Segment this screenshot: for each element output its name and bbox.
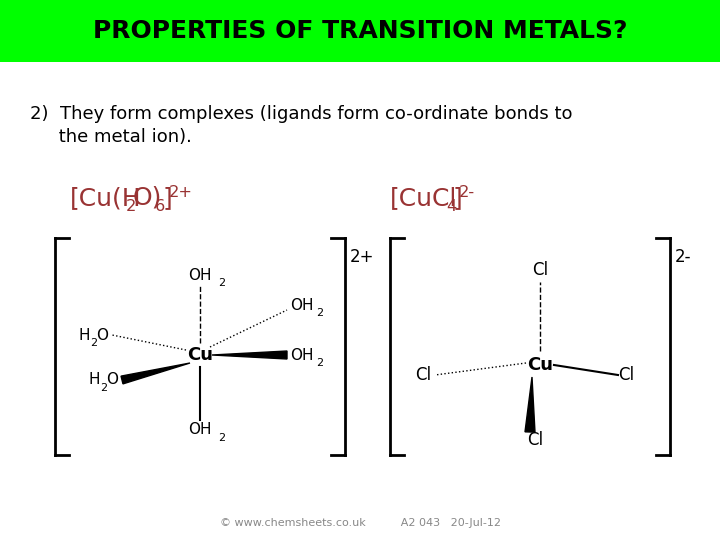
Text: the metal ion).: the metal ion). xyxy=(30,128,192,146)
Text: 2: 2 xyxy=(316,358,323,368)
Text: O: O xyxy=(96,327,108,342)
Text: © www.chemsheets.co.uk          A2 043   20-Jul-12: © www.chemsheets.co.uk A2 043 20-Jul-12 xyxy=(220,518,500,528)
Text: 2: 2 xyxy=(100,383,107,393)
Text: [CuCl: [CuCl xyxy=(390,186,457,210)
Text: 2-: 2- xyxy=(459,185,475,200)
Text: 2)  They form complexes (ligands form co-ordinate bonds to: 2) They form complexes (ligands form co-… xyxy=(30,105,572,123)
Text: 2: 2 xyxy=(126,199,136,214)
Text: [Cu(H: [Cu(H xyxy=(70,186,142,210)
Text: ]: ] xyxy=(453,186,463,210)
Text: 4: 4 xyxy=(446,199,456,214)
Text: 2+: 2+ xyxy=(350,248,374,266)
Text: 2: 2 xyxy=(90,338,97,348)
Text: O: O xyxy=(106,373,118,388)
Text: 2+: 2+ xyxy=(168,185,193,200)
Text: 2: 2 xyxy=(316,308,323,318)
Text: Cl: Cl xyxy=(527,431,543,449)
Text: 6: 6 xyxy=(156,199,166,214)
Text: OH: OH xyxy=(290,348,313,362)
Text: 2: 2 xyxy=(218,278,225,288)
Text: OH: OH xyxy=(188,422,212,437)
Text: H: H xyxy=(78,327,90,342)
Text: Cl: Cl xyxy=(532,261,548,279)
Polygon shape xyxy=(212,351,287,359)
Text: OH: OH xyxy=(188,267,212,282)
Text: PROPERTIES OF TRANSITION METALS?: PROPERTIES OF TRANSITION METALS? xyxy=(93,19,627,43)
Polygon shape xyxy=(121,363,190,384)
Text: OH: OH xyxy=(290,298,313,313)
Text: Cl: Cl xyxy=(415,366,431,384)
Polygon shape xyxy=(525,377,535,432)
Text: O): O) xyxy=(133,186,163,210)
Text: Cu: Cu xyxy=(187,346,213,364)
Text: ]: ] xyxy=(163,186,172,210)
Bar xyxy=(0,0,720,62)
Text: 2: 2 xyxy=(218,433,225,443)
Text: H: H xyxy=(89,373,100,388)
Text: Cl: Cl xyxy=(618,366,634,384)
Text: Cu: Cu xyxy=(527,356,553,374)
Text: 2-: 2- xyxy=(675,248,691,266)
